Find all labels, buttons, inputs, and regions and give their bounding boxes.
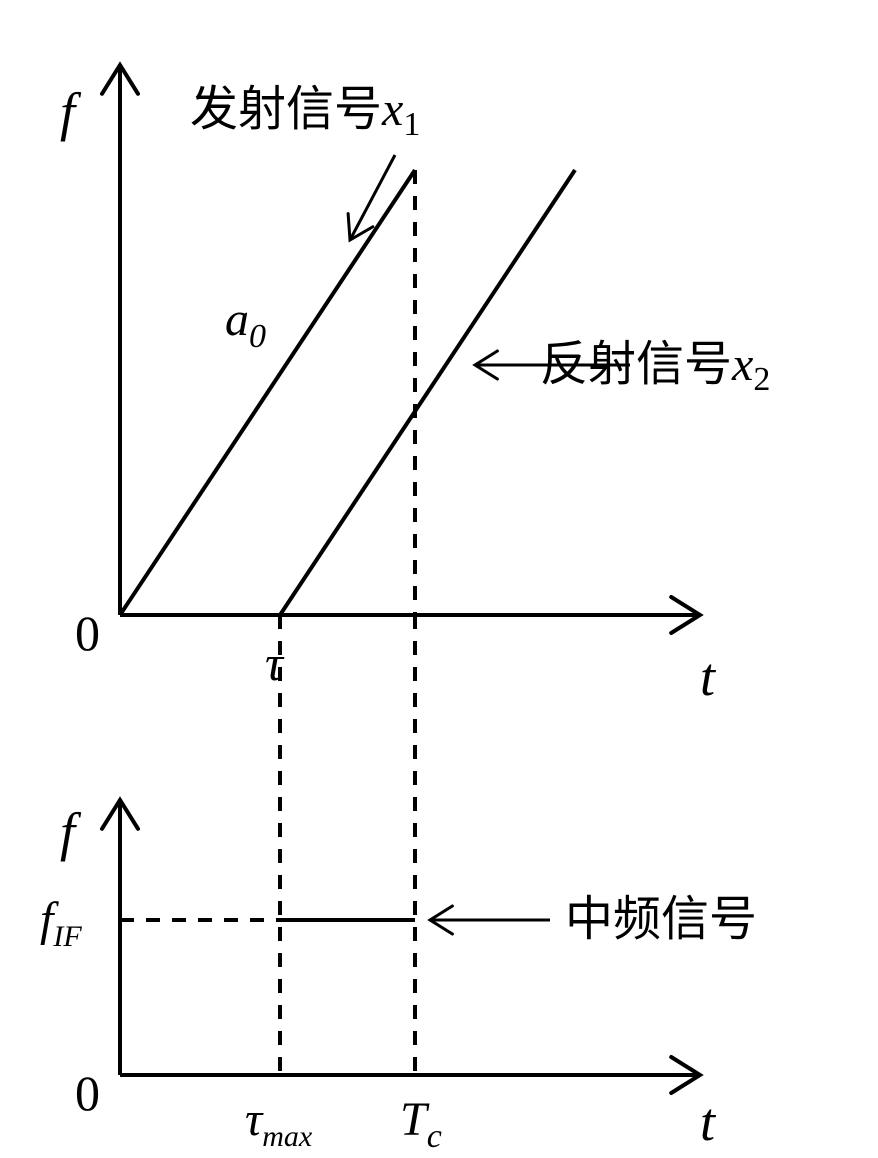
lower-x-label: t [700,1092,717,1152]
a0-label: a0 [225,293,266,355]
tc-label: Tc [400,1093,442,1155]
lower-origin-label: 0 [75,1065,100,1121]
transmit-annotation-label: 发射信号x1 [190,83,420,143]
reflect-signal-line [280,170,575,615]
upper-x-label: t [700,647,717,707]
lower-y-label: f [60,802,82,862]
tau-max-label: τmax [245,1093,313,1153]
upper-y-label: f [60,82,82,142]
if-annotation-label: 中频信号 [565,893,757,946]
f-if-label: fIF [40,893,82,953]
upper-origin-label: 0 [75,605,100,661]
transmit-signal-line [120,170,415,615]
reflect-annotation-label: 反射信号x2 [540,338,770,398]
